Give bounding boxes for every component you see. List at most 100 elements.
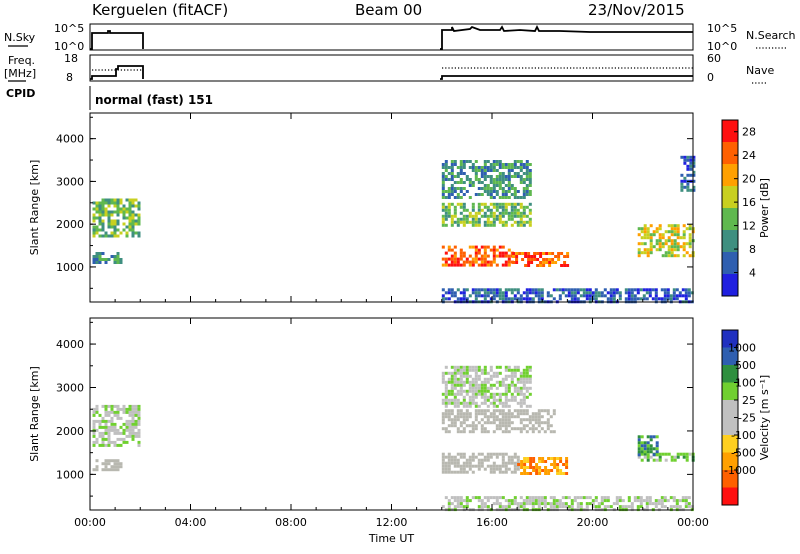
data-cell-7	[558, 288, 562, 292]
data-cell-6	[676, 227, 680, 231]
data-cell-2	[498, 467, 502, 471]
data-cell-6	[673, 242, 677, 246]
data-cell-8	[663, 496, 667, 500]
data-cell-3	[523, 457, 527, 460]
data-cell-7	[630, 288, 634, 292]
data-cell-3	[563, 264, 567, 267]
data-cell-5	[441, 377, 445, 381]
data-cell-4	[525, 424, 529, 428]
data-cell-3	[542, 258, 546, 261]
data-cell-7	[652, 435, 656, 439]
data-cell-4	[480, 208, 484, 212]
data-cell-6	[688, 227, 692, 231]
data-cell-7	[646, 450, 650, 454]
data-cell-0	[119, 231, 123, 235]
data-cell-6	[652, 458, 656, 462]
data-cell-4	[480, 418, 484, 422]
data-cell-0	[119, 437, 123, 441]
data-cell-7	[462, 291, 466, 295]
data-cell-5	[516, 160, 520, 163]
data-cell-2	[483, 455, 487, 459]
data-cell-5	[528, 172, 532, 175]
data-cell-6	[655, 242, 659, 246]
data-cell-0	[128, 222, 132, 226]
data-cell-2	[468, 245, 472, 249]
data-cell-4	[531, 415, 535, 419]
data-cell-1	[119, 258, 123, 261]
data-cell-5	[462, 193, 466, 196]
data-cell-5	[450, 365, 454, 369]
data-cell-6	[682, 230, 686, 234]
data-cell-5	[459, 181, 463, 184]
data-cell-4	[495, 409, 499, 413]
data-cell-5	[522, 380, 526, 384]
data-cell-5	[510, 380, 514, 384]
data-cell-0	[131, 419, 135, 423]
data-cell-4	[507, 214, 511, 218]
data-cell-0	[125, 425, 129, 429]
data-cell-0	[137, 431, 141, 435]
data-cell-6	[676, 236, 680, 240]
data-cell-8	[528, 499, 532, 503]
data-cell-7	[612, 294, 616, 298]
data-cell-2	[441, 464, 445, 468]
data-cell-4	[501, 211, 505, 215]
data-cell-4	[528, 202, 532, 206]
data-cell-5	[528, 365, 532, 369]
data-cell-5	[474, 160, 478, 163]
data-cell-8	[543, 505, 547, 509]
data-cell-1	[116, 462, 120, 466]
data-cell-7	[639, 297, 643, 301]
data-cell-5	[513, 374, 517, 378]
colorbar-tick-label: 100	[735, 377, 756, 390]
data-cell-0	[95, 204, 99, 208]
data-cell-7	[528, 297, 532, 301]
data-cell-2	[480, 452, 484, 456]
data-cell-0	[92, 216, 96, 220]
data-cell-5	[450, 187, 454, 190]
data-cell-3	[562, 463, 566, 466]
data-cell-0	[116, 413, 120, 417]
x-tick-label: 20:00	[577, 516, 609, 529]
data-cell-5	[465, 160, 469, 163]
data-cell-4	[492, 412, 496, 416]
data-cell-0	[95, 428, 99, 432]
data-cell-7	[624, 291, 628, 295]
data-cell-2	[465, 470, 469, 474]
data-cell-8	[570, 499, 574, 503]
data-cell-4	[543, 409, 547, 413]
data-cell-8	[606, 499, 610, 503]
data-cell-7	[615, 288, 619, 292]
data-cell-7	[643, 450, 647, 454]
data-cell-5	[492, 196, 496, 199]
data-cell-3	[538, 469, 542, 472]
data-cell-5	[513, 175, 517, 178]
data-cell-8	[537, 505, 541, 509]
data-cell-0	[110, 422, 114, 426]
data-cell-2	[447, 455, 451, 459]
data-cell-5	[480, 368, 484, 372]
data-cell-1	[95, 252, 99, 255]
data-cell-5	[453, 175, 457, 178]
data-cell-0	[116, 213, 120, 217]
data-cell-7	[666, 294, 670, 298]
data-cell-8	[660, 502, 664, 506]
data-cell-7	[567, 291, 571, 295]
data-cell-7	[501, 294, 505, 298]
data-cell-7	[510, 288, 514, 292]
data-cell-5	[447, 398, 451, 402]
data-cell-6	[673, 458, 677, 462]
data-cell-0	[101, 431, 105, 435]
data-cell-5	[522, 193, 526, 196]
data-cell-8	[564, 502, 568, 506]
data-cell-6	[658, 233, 662, 237]
data-cell-8	[585, 502, 589, 506]
data-cell-8	[669, 496, 673, 500]
data-cell-5	[504, 377, 508, 381]
data-cell-6	[685, 455, 689, 459]
y-tick-label: 2000	[56, 425, 84, 438]
data-cell-7	[618, 294, 622, 298]
data-cell-0	[107, 404, 111, 408]
data-cell-3	[563, 255, 567, 258]
data-cell-7	[441, 297, 445, 301]
